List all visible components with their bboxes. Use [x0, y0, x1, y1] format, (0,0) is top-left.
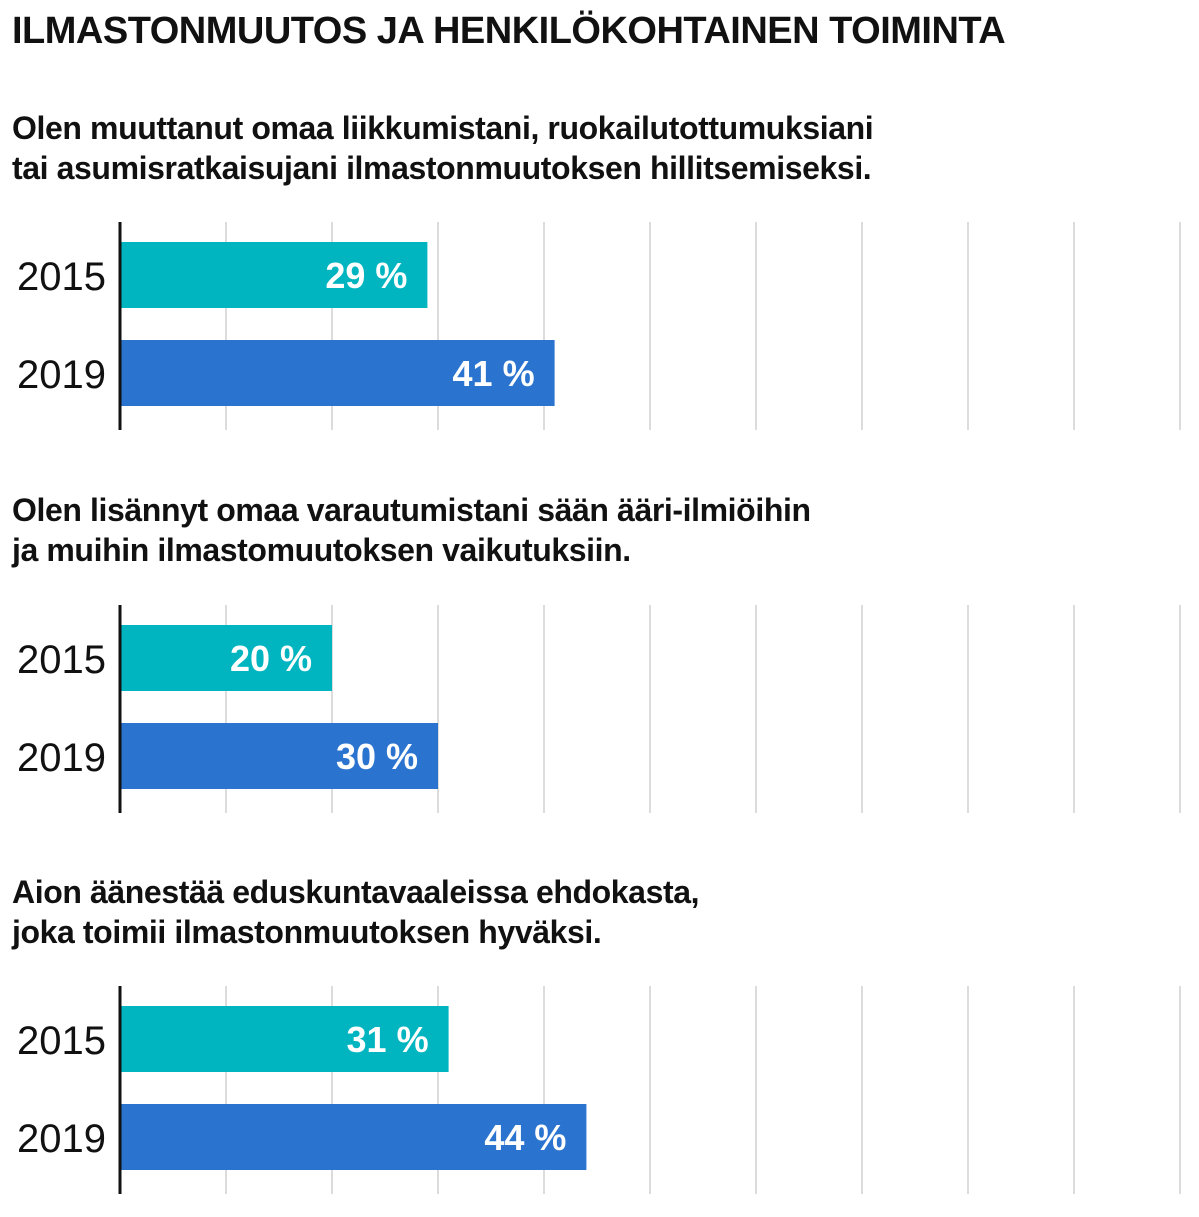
data-label: 29 %: [325, 255, 407, 296]
chart-3-title: Aion äänestää eduskuntavaaleissa ehdokas…: [12, 872, 700, 952]
chart-3-title-line-1: Aion äänestää eduskuntavaaleissa ehdokas…: [12, 874, 700, 910]
chart-3-title-line-2: joka toimii ilmastonmuutoksen hyväksi.: [12, 914, 602, 950]
bar-2019: [120, 340, 555, 406]
chart-1: 2015 29 % 2019 41 %: [17, 222, 1181, 430]
category-label: 2019: [17, 736, 106, 780]
category-label: 2015: [17, 255, 106, 299]
bar-2015: [120, 625, 332, 691]
data-label: 30 %: [336, 736, 418, 777]
bar-2015: [120, 242, 428, 308]
chart-1-title-line-2: tai asumisratkaisujani ilmastonmuutoksen…: [12, 150, 872, 186]
chart-2-title-line-2: ja muihin ilmastomuutoksen vaikutuksiin.: [12, 532, 631, 568]
page-title: ILMASTONMUUTOS JA HENKILÖKOHTAINEN TOIMI…: [12, 10, 1006, 52]
chart-2-title: Olen lisännyt omaa varautumistani sään ä…: [12, 490, 811, 570]
chart-2-title-line-1: Olen lisännyt omaa varautumistani sään ä…: [12, 492, 811, 528]
data-label: 44 %: [484, 1117, 566, 1158]
category-label: 2015: [17, 1019, 106, 1063]
chart-2: 2015 20 % 2019 30 %: [17, 605, 1181, 813]
bar-2019: [120, 723, 438, 789]
category-label: 2019: [17, 353, 106, 397]
chart-1-title: Olen muuttanut omaa liikkumistani, ruoka…: [12, 108, 874, 188]
bar-2019: [120, 1104, 587, 1170]
bar-2015: [120, 1006, 449, 1072]
data-label: 31 %: [347, 1019, 429, 1060]
category-label: 2019: [17, 1117, 106, 1161]
chart-3: 2015 31 % 2019 44 %: [17, 986, 1181, 1194]
category-label: 2015: [17, 638, 106, 682]
data-label: 20 %: [230, 638, 312, 679]
chart-1-title-line-1: Olen muuttanut omaa liikkumistani, ruoka…: [12, 110, 874, 146]
data-label: 41 %: [453, 353, 535, 394]
